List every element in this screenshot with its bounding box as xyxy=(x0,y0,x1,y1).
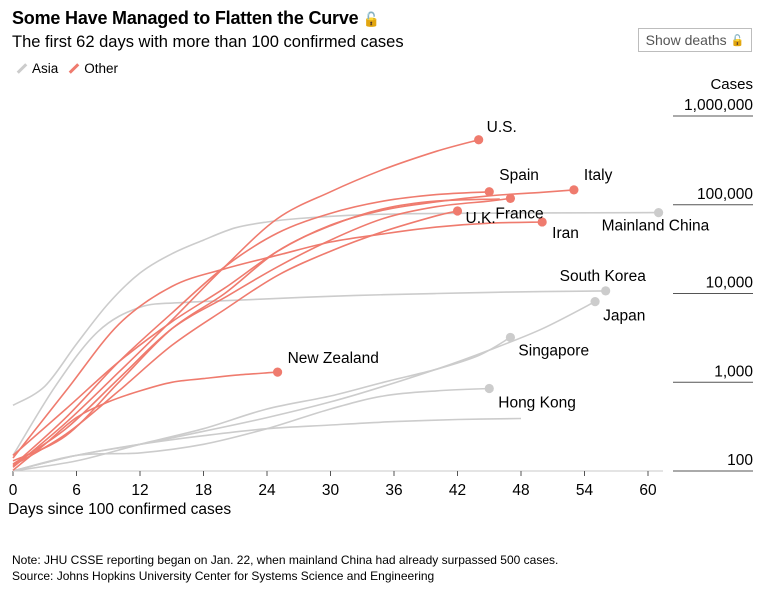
x-tick-label: 60 xyxy=(639,482,657,499)
chart-title-text: Some Have Managed to Flatten the Curve xyxy=(12,8,359,28)
series-label-france: France xyxy=(495,205,543,222)
end-marker-italy xyxy=(569,185,579,195)
x-tick-label: 24 xyxy=(258,482,276,499)
unlock-icon: 🔓 xyxy=(362,11,380,27)
y-tick-label: 10,000 xyxy=(706,275,754,292)
legend-item-asia[interactable]: Asia xyxy=(16,61,58,76)
series-line-u-s xyxy=(12,139,479,468)
legend-label-other: Other xyxy=(84,61,119,76)
series-label-u-s: U.S. xyxy=(487,119,517,136)
source-text: Source: Johns Hopkins University Center … xyxy=(12,569,435,583)
legend-label-asia: Asia xyxy=(32,61,59,76)
end-marker-mainland-china xyxy=(653,208,664,218)
chart-subtitle: The first 62 days with more than 100 con… xyxy=(12,33,404,51)
x-tick-label: 36 xyxy=(385,482,402,499)
show-deaths-button[interactable]: Show deaths 🔓 xyxy=(638,28,752,52)
end-marker-singapore xyxy=(505,332,516,343)
x-tick-label: 18 xyxy=(195,482,212,499)
y-tick-label: 1,000 xyxy=(714,363,753,380)
x-tick-label: 6 xyxy=(72,482,81,499)
series-line-france xyxy=(12,197,511,465)
series-label-u-k: U.K. xyxy=(466,210,496,227)
series-label-iran: Iran xyxy=(552,225,579,242)
series-line-iran xyxy=(12,221,543,459)
legend-item-other[interactable]: Other xyxy=(68,61,118,76)
end-marker-u-k xyxy=(452,206,463,216)
x-tick-label: 12 xyxy=(131,482,148,499)
series-label-south-korea: South Korea xyxy=(560,268,647,285)
show-deaths-label: Show deaths xyxy=(645,32,727,48)
series-line-u-k xyxy=(12,210,458,467)
legend-swatch-other xyxy=(68,63,80,74)
series-label-singapore: Singapore xyxy=(518,342,589,359)
series-line-hong-kong xyxy=(12,387,490,472)
series-line-singapore xyxy=(12,336,511,472)
note-text: Note: JHU CSSE reporting began on Jan. 2… xyxy=(12,553,559,567)
chart-notes: Note: JHU CSSE reporting began on Jan. 2… xyxy=(12,552,558,584)
x-tick-label: 0 xyxy=(9,482,18,499)
end-marker-spain xyxy=(484,187,494,197)
series-label-italy: Italy xyxy=(584,167,613,184)
x-axis-title: Days since 100 confirmed cases xyxy=(8,501,231,518)
series-line-south-korea xyxy=(12,290,606,456)
series-line-spain xyxy=(12,191,490,467)
series-line-japan xyxy=(12,300,596,472)
chart-title: Some Have Managed to Flatten the Curve 🔓 xyxy=(12,8,380,29)
series-line-italy xyxy=(12,189,574,456)
end-marker-new-zealand xyxy=(272,367,283,377)
end-marker-japan xyxy=(590,297,600,307)
series-line-taiwan xyxy=(12,417,522,472)
series-line-germany xyxy=(12,198,500,462)
y-tick-label: 100 xyxy=(727,452,753,469)
x-tick-label: 42 xyxy=(449,482,466,499)
end-marker-south-korea xyxy=(601,286,611,296)
unlock-icon: 🔓 xyxy=(730,34,745,47)
x-tick-label: 54 xyxy=(576,482,594,499)
series-line-mainland-china xyxy=(12,211,659,406)
legend-swatch-asia xyxy=(16,63,28,74)
x-tick-label: 48 xyxy=(512,482,529,499)
y-tick-label: 1,000,000 xyxy=(684,97,753,114)
series-label-japan: Japan xyxy=(603,308,645,325)
y-tick-label: 100,000 xyxy=(697,186,753,203)
series-label-hong-kong: Hong Kong xyxy=(498,395,576,412)
y-axis-title: Cases xyxy=(710,76,753,93)
end-marker-france xyxy=(505,193,516,203)
end-marker-iran xyxy=(537,217,547,227)
series-label-new-zealand: New Zealand xyxy=(288,350,379,367)
end-marker-hong-kong xyxy=(484,383,494,394)
end-marker-u-s xyxy=(474,135,484,145)
series-label-spain: Spain xyxy=(499,167,539,184)
x-tick-label: 30 xyxy=(322,482,340,499)
legend: Asia Other xyxy=(16,61,118,76)
series-label-mainland-china: Mainland China xyxy=(602,218,710,235)
series-line-new-zealand xyxy=(12,371,278,471)
